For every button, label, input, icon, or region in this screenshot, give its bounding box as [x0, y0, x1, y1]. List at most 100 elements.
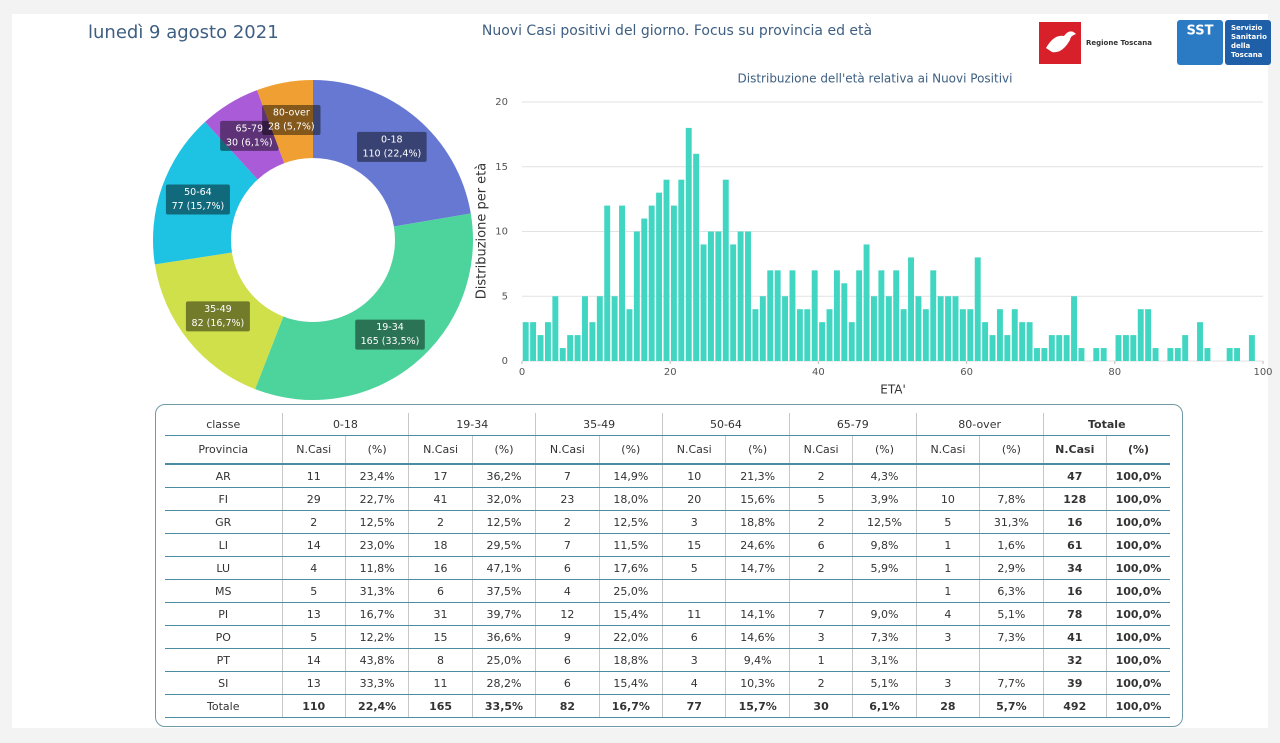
table-row: PT 14 43,8% 8 25,0% 6 18,8% 3 9,4% 1 3,1% 32 100,0% — [165, 648, 1170, 672]
bar — [1152, 348, 1159, 361]
slice-label-box — [220, 120, 279, 151]
table-cell: 4 — [281, 556, 346, 580]
bar — [967, 309, 974, 361]
x-tick-label: 60 — [960, 367, 973, 378]
subheader: (%) — [1105, 435, 1170, 465]
chart-title: Distribuzione dell'età relativa ai Nuovi… — [738, 72, 1013, 86]
donut-slice — [313, 80, 471, 227]
group-header: 50-64 — [662, 413, 790, 436]
table-cell: 8 — [408, 648, 473, 672]
table-cell: 3,1% — [852, 648, 917, 672]
bar — [589, 322, 596, 361]
bar — [841, 283, 848, 361]
slice-label: 35-49 — [204, 304, 232, 315]
subheader: (%) — [598, 435, 663, 465]
y-tick-label: 0 — [502, 356, 508, 367]
table-cell: 14 — [281, 648, 346, 672]
group-header: Totale — [1042, 413, 1170, 436]
bar — [611, 296, 618, 361]
bar — [1182, 335, 1189, 361]
subheader: (%) — [979, 435, 1044, 465]
table-cell: 47,1% — [471, 556, 536, 580]
table-cell: 9,8% — [852, 533, 917, 557]
table-cell: 100,0% — [1105, 533, 1170, 557]
bar — [707, 231, 714, 361]
bar — [604, 205, 611, 361]
table-cell: 2 — [788, 556, 853, 580]
x-axis-label: ETA' — [880, 383, 906, 397]
slice-value-label: 110 (22,4%) — [362, 148, 421, 159]
bar — [1130, 335, 1137, 361]
table-cell: 1 — [915, 556, 980, 580]
table-cell: 30 — [788, 694, 853, 718]
table-cell: 32,0% — [471, 487, 536, 511]
table-cell: 14 — [281, 533, 346, 557]
table-cell: 21,3% — [725, 464, 790, 488]
table-cell: 4 — [535, 579, 600, 603]
table-cell — [662, 579, 726, 603]
table-cell: 6 — [535, 648, 600, 672]
bar — [544, 322, 551, 361]
bar — [693, 153, 700, 361]
slice-label-box — [357, 131, 427, 162]
table-cell: 82 — [535, 694, 600, 718]
table-cell: 5 — [281, 625, 346, 649]
table-cell: 11,8% — [344, 556, 409, 580]
row-label: FI — [165, 487, 282, 511]
table-cell: 25,0% — [471, 648, 536, 672]
table-row: SI 13 33,3% 11 28,2% 6 15,4% 4 10,3% 2 5,1% 3 7,7% 39… — [165, 671, 1170, 695]
table-cell: 18,0% — [598, 487, 663, 511]
table-cell: 7,3% — [979, 625, 1044, 649]
table-cell: 14,9% — [598, 464, 663, 488]
histogram: Distribuzione dell'età relativa ai Nuovi… — [475, 72, 1273, 397]
y-tick-label: 15 — [495, 162, 508, 173]
table-cell — [852, 579, 917, 603]
group-header: 80-over — [915, 413, 1044, 436]
y-tick-label: 5 — [502, 291, 508, 302]
table-cell: 100,0% — [1105, 694, 1170, 718]
bar — [782, 296, 789, 361]
table-cell: 36,6% — [471, 625, 536, 649]
subheader: N.Casi — [535, 435, 600, 465]
table-cell: 11 — [408, 671, 473, 695]
bar — [945, 296, 952, 361]
table-cell: 47 — [1042, 464, 1107, 488]
table-cell: 15 — [408, 625, 473, 649]
bar — [1137, 309, 1144, 361]
table-cell: 2 — [788, 671, 853, 695]
table-cell: 37,5% — [471, 579, 536, 603]
bar — [885, 296, 892, 361]
table-cell: 3 — [915, 625, 980, 649]
bar — [767, 270, 774, 361]
table-cell: 5 — [281, 579, 346, 603]
table-cell: 2,9% — [979, 556, 1044, 580]
table-cell: 6 — [535, 556, 600, 580]
table-cell: 128 — [1042, 487, 1107, 511]
table-cell: 22,0% — [598, 625, 663, 649]
bar — [559, 348, 566, 361]
table-cell: 15 — [662, 533, 726, 557]
bar — [596, 296, 603, 361]
table-cell: 5,7% — [979, 694, 1044, 718]
slice-label-box — [165, 184, 230, 215]
page-title: Nuovi Casi positivi del giorno. Focus su… — [482, 23, 872, 39]
subheader: N.Casi — [1042, 435, 1107, 465]
bar — [811, 270, 818, 361]
table-cell: 2 — [408, 510, 473, 534]
table-cell: 1 — [788, 648, 853, 672]
table-cell: 39,7% — [471, 602, 536, 626]
table-row: AR 11 23,4% 17 36,2% 7 14,9% 10 21,3% 2 4,3% 47 100,… — [165, 464, 1170, 488]
bar — [1026, 322, 1033, 361]
table-row: MS 5 31,3% 6 37,5% 4 25,0% 1 6,3% 16 100,0% — [165, 579, 1170, 603]
table-cell: 22,4% — [344, 694, 409, 718]
table-cell: 100,0% — [1105, 510, 1170, 534]
table-cell: 9,0% — [852, 602, 917, 626]
table-cell: 12,5% — [598, 510, 663, 534]
table-cell: 13 — [281, 602, 346, 626]
slice-value-label: 165 (33,5%) — [361, 336, 420, 347]
bar — [908, 257, 914, 361]
table-cell: 100,0% — [1105, 648, 1170, 672]
bar — [752, 309, 759, 361]
subheader: (%) — [725, 435, 790, 465]
table-cell: 23 — [535, 487, 600, 511]
